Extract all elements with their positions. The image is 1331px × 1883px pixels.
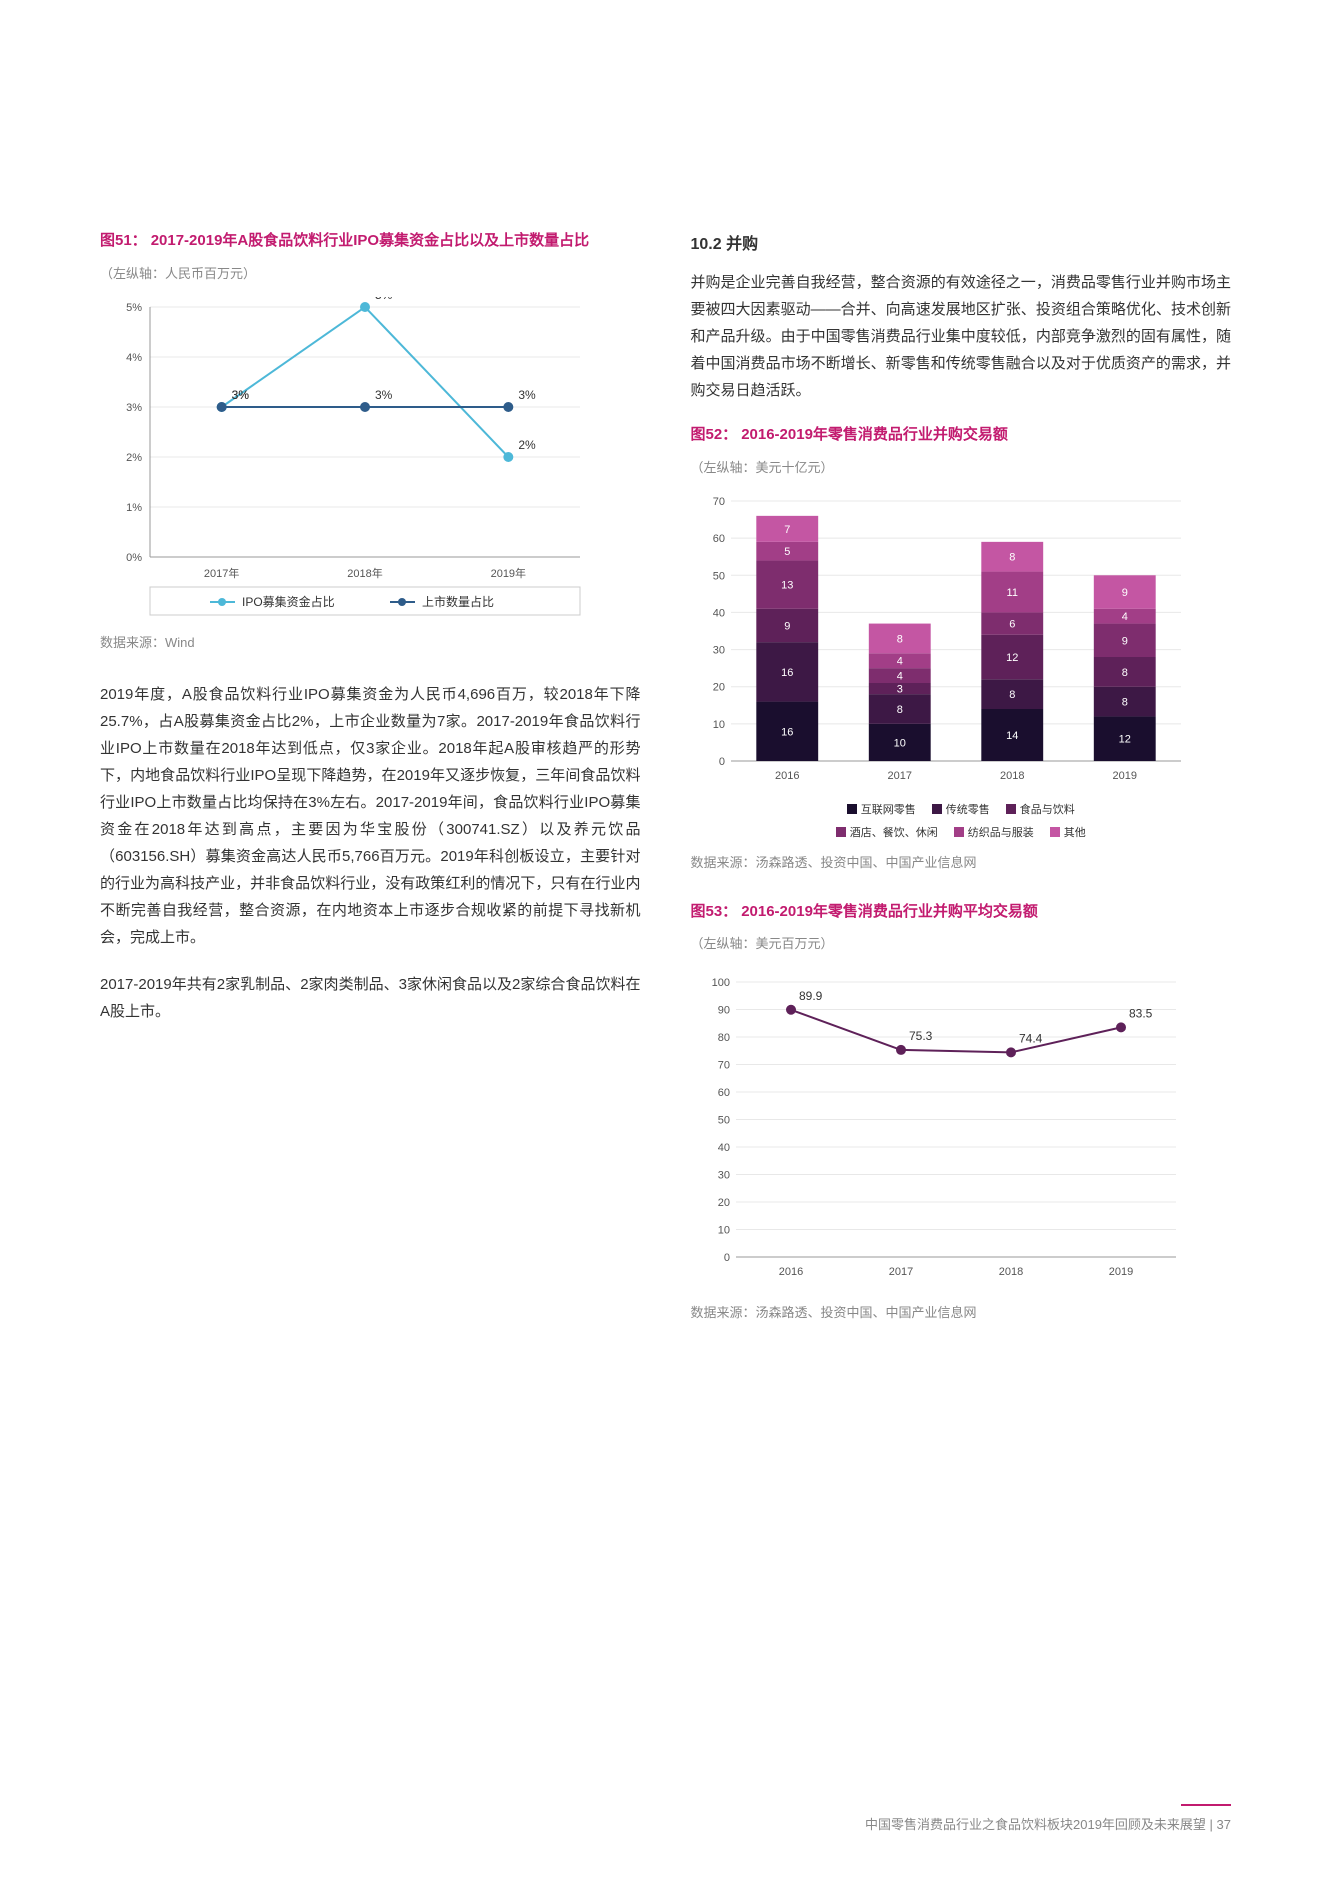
paragraph-2: 2017-2019年共有2家乳制品、2家肉类制品、3家休闲食品以及2家综合食品饮… — [100, 971, 641, 1025]
svg-text:30: 30 — [712, 644, 724, 656]
svg-text:10: 10 — [893, 737, 905, 749]
svg-text:20: 20 — [712, 681, 724, 693]
svg-text:40: 40 — [712, 607, 724, 619]
chart52-subtitle: （左纵轴：美元十亿元） — [691, 457, 1232, 476]
svg-text:12: 12 — [1006, 652, 1018, 664]
chart52-source: 数据来源：汤森路透、投资中国、中国产业信息网 — [691, 852, 1232, 871]
svg-text:13: 13 — [781, 579, 793, 591]
svg-text:2018年: 2018年 — [347, 566, 382, 580]
svg-text:60: 60 — [712, 533, 724, 545]
svg-text:7: 7 — [784, 523, 790, 535]
svg-text:8: 8 — [1009, 551, 1015, 563]
svg-text:4: 4 — [1121, 611, 1127, 623]
svg-text:30: 30 — [717, 1170, 729, 1182]
svg-text:12: 12 — [1118, 733, 1130, 745]
svg-text:IPO募集资金占比: IPO募集资金占比 — [242, 594, 335, 609]
svg-text:80: 80 — [717, 1032, 729, 1044]
chart52-svg: 0102030405060702016161691357201710834482… — [691, 491, 1191, 791]
svg-text:8: 8 — [1009, 689, 1015, 701]
svg-text:5: 5 — [784, 546, 790, 558]
chart53-source: 数据来源：汤森路透、投资中国、中国产业信息网 — [691, 1302, 1232, 1321]
svg-text:4: 4 — [896, 655, 902, 667]
page-footer: 中国零售消费品行业之食品饮料板块2019年回顾及未来展望 | 37 — [865, 1804, 1231, 1833]
svg-text:3%: 3% — [518, 388, 536, 402]
svg-text:2017: 2017 — [887, 770, 911, 782]
svg-text:16: 16 — [781, 666, 793, 678]
chart-51: 图51：2017-2019年A股食品饮料行业IPO募集资金占比以及上市数量占比 … — [100, 230, 641, 651]
svg-text:11: 11 — [1006, 587, 1017, 599]
chart52-legend: 互联网零售传统零售食品与饮料酒店、餐饮、休闲纺织品与服装其他 — [691, 801, 1232, 842]
svg-text:9: 9 — [1121, 587, 1127, 599]
paragraph-1: 2019年度，A股食品饮料行业IPO募集资金为人民币4,696百万，较2018年… — [100, 681, 641, 951]
svg-text:2016: 2016 — [775, 770, 799, 782]
svg-text:70: 70 — [717, 1060, 729, 1072]
svg-text:8: 8 — [1121, 666, 1127, 678]
chart53-svg: 0 10 20 30 40 50 60 70 80 90 100 2016 2017 2018 2019 89… — [691, 967, 1191, 1287]
chart53-subtitle: （左纵轴：美元百万元） — [691, 933, 1232, 952]
svg-text:14: 14 — [1006, 730, 1018, 742]
svg-text:100: 100 — [711, 977, 729, 989]
left-column: 图51：2017-2019年A股食品饮料行业IPO募集资金占比以及上市数量占比 … — [100, 230, 641, 1351]
svg-text:0: 0 — [723, 1252, 729, 1264]
svg-text:上市数量占比: 上市数量占比 — [422, 594, 494, 609]
svg-text:70: 70 — [712, 496, 724, 508]
svg-text:8: 8 — [1121, 696, 1127, 708]
svg-text:8: 8 — [896, 704, 902, 716]
svg-text:4: 4 — [896, 670, 902, 682]
svg-text:0%: 0% — [126, 552, 142, 564]
svg-text:2%: 2% — [126, 452, 142, 464]
svg-text:40: 40 — [717, 1142, 729, 1154]
svg-text:3%: 3% — [375, 388, 393, 402]
paragraph-3: 并购是企业完善自我经营，整合资源的有效途径之一，消费品零售行业并购市场主要被四大… — [691, 269, 1232, 404]
svg-text:2017年: 2017年 — [204, 566, 239, 580]
svg-text:2018: 2018 — [1000, 770, 1024, 782]
svg-text:8: 8 — [896, 633, 902, 645]
svg-text:50: 50 — [717, 1115, 729, 1127]
svg-text:2019: 2019 — [1108, 1266, 1132, 1278]
svg-text:90: 90 — [717, 1005, 729, 1017]
svg-text:5%: 5% — [126, 302, 142, 314]
chart52-title: 图52：2016-2019年零售消费品行业并购交易额 — [691, 424, 1232, 447]
chart51-title: 图51：2017-2019年A股食品饮料行业IPO募集资金占比以及上市数量占比 — [100, 230, 641, 253]
svg-text:10: 10 — [712, 718, 724, 730]
svg-text:16: 16 — [781, 726, 793, 738]
chart51-svg: 0%1%2%3%4%5%2017年2018年2019年3%5%2%3%3%3%I… — [100, 297, 600, 617]
svg-text:4%: 4% — [126, 352, 142, 364]
svg-text:83.5: 83.5 — [1129, 1006, 1153, 1020]
svg-text:9: 9 — [784, 620, 790, 632]
svg-text:3%: 3% — [126, 402, 142, 414]
svg-text:3%: 3% — [232, 388, 250, 402]
svg-text:9: 9 — [1121, 635, 1127, 647]
svg-text:20: 20 — [717, 1197, 729, 1209]
svg-text:89.9: 89.9 — [799, 989, 823, 1003]
svg-text:2017: 2017 — [888, 1266, 912, 1278]
chart-52: 图52：2016-2019年零售消费品行业并购交易额 （左纵轴：美元十亿元） 0… — [691, 424, 1232, 871]
svg-text:75.3: 75.3 — [909, 1029, 933, 1043]
svg-text:3: 3 — [896, 683, 902, 695]
svg-text:60: 60 — [717, 1087, 729, 1099]
svg-text:10: 10 — [717, 1225, 729, 1237]
svg-text:2%: 2% — [518, 438, 536, 452]
svg-text:0: 0 — [718, 756, 724, 768]
section-heading: 10.2 并购 — [691, 230, 1232, 254]
chart51-subtitle: （左纵轴：人民币百万元） — [100, 263, 641, 282]
footer-accent — [1181, 1804, 1231, 1806]
svg-text:6: 6 — [1009, 618, 1015, 630]
chart-53: 图53：2016-2019年零售消费品行业并购平均交易额 （左纵轴：美元百万元）… — [691, 901, 1232, 1322]
chart53-title: 图53：2016-2019年零售消费品行业并购平均交易额 — [691, 901, 1232, 924]
footer-text: 中国零售消费品行业之食品饮料板块2019年回顾及未来展望 | 37 — [865, 1817, 1231, 1832]
svg-text:1%: 1% — [126, 502, 142, 514]
svg-text:5%: 5% — [375, 297, 393, 302]
svg-text:2016: 2016 — [778, 1266, 802, 1278]
svg-text:2019: 2019 — [1112, 770, 1136, 782]
svg-text:2018: 2018 — [998, 1266, 1022, 1278]
chart51-source: 数据来源：Wind — [100, 632, 641, 651]
svg-text:74.4: 74.4 — [1019, 1031, 1043, 1045]
svg-text:2019年: 2019年 — [491, 566, 526, 580]
svg-text:50: 50 — [712, 570, 724, 582]
right-column: 10.2 并购 并购是企业完善自我经营，整合资源的有效途径之一，消费品零售行业并… — [691, 230, 1232, 1351]
